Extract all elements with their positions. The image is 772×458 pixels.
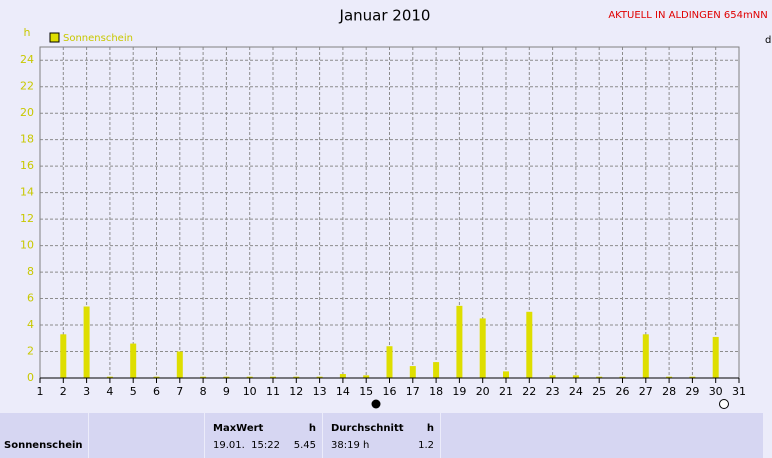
y-tick-label: 4 <box>27 318 34 331</box>
bar <box>60 334 67 378</box>
x-tick-label: 13 <box>313 385 327 398</box>
x-tick-label: 20 <box>476 385 490 398</box>
y-tick-label: 14 <box>20 186 34 199</box>
table-cell <box>0 413 88 458</box>
max-value: 5.45 <box>294 440 316 451</box>
bar <box>316 376 323 378</box>
x-tick-label: 9 <box>223 385 230 398</box>
column-header: MaxWert <box>213 423 264 434</box>
row-label: Sonnenschein <box>4 440 83 451</box>
x-tick-label: 29 <box>685 385 699 398</box>
bar <box>526 311 533 378</box>
new-moon-icon <box>371 399 381 409</box>
bar <box>176 351 183 378</box>
x-tick-label: 25 <box>592 385 606 398</box>
x-tick-label: 2 <box>60 385 67 398</box>
bar <box>339 374 346 378</box>
x-tick-label: 23 <box>546 385 560 398</box>
bar <box>130 343 137 378</box>
y-tick-label: 12 <box>20 212 34 225</box>
x-tick-label: 30 <box>709 385 723 398</box>
y-axis-label: h <box>24 26 31 39</box>
column-header: Durchschnitt <box>331 423 404 434</box>
x-tick-label: 31 <box>732 385 746 398</box>
bar <box>223 376 230 378</box>
bar <box>549 375 556 378</box>
legend-swatch <box>49 32 60 43</box>
bar <box>246 376 253 378</box>
bar <box>153 376 160 378</box>
bar <box>503 371 509 378</box>
bar <box>479 318 486 378</box>
x-tick-label: 6 <box>153 385 160 398</box>
annotation: AKTUELL IN ALDINGEN 654mNN <box>608 10 767 21</box>
unit: h <box>427 423 434 434</box>
x-tick-label: 18 <box>429 385 443 398</box>
x-tick-label: 5 <box>130 385 137 398</box>
y2-axis-label: d <box>765 35 771 46</box>
y-tick-label: 22 <box>20 80 34 93</box>
bar <box>619 376 626 378</box>
x-tick-label: 14 <box>336 385 350 398</box>
bar <box>106 376 113 378</box>
table-cell <box>89 413 204 458</box>
x-tick-label: 12 <box>289 385 303 398</box>
full-moon-icon <box>719 399 729 409</box>
x-tick-label: 17 <box>406 385 420 398</box>
bar <box>363 375 370 378</box>
x-tick-label: 7 <box>176 385 183 398</box>
y-tick-label: 24 <box>20 53 34 66</box>
x-tick-label: 1 <box>37 385 44 398</box>
bar <box>666 376 673 378</box>
table-cell <box>441 413 763 458</box>
x-tick-label: 27 <box>639 385 653 398</box>
avg-value: 1.2 <box>418 440 434 451</box>
x-tick-label: 26 <box>616 385 630 398</box>
x-tick-label: 3 <box>83 385 90 398</box>
bar <box>456 305 463 378</box>
bar <box>409 366 416 378</box>
chart-title: Januar 2010 <box>339 7 431 25</box>
max-time: 19.01. 15:22 <box>213 440 280 451</box>
x-tick-label: 11 <box>266 385 280 398</box>
bar <box>83 306 90 378</box>
y-tick-label: 0 <box>27 371 34 384</box>
x-tick-label: 4 <box>106 385 113 398</box>
x-tick-label: 21 <box>499 385 513 398</box>
x-tick-label: 22 <box>522 385 536 398</box>
y-tick-label: 18 <box>20 133 34 146</box>
bar <box>712 336 719 378</box>
y-tick-label: 2 <box>27 345 34 358</box>
x-tick-label: 16 <box>383 385 397 398</box>
x-tick-label: 15 <box>359 385 373 398</box>
y-tick-label: 20 <box>20 106 34 119</box>
bar <box>642 334 649 378</box>
unit: h <box>309 423 316 434</box>
x-tick-label: 10 <box>243 385 257 398</box>
x-tick-label: 28 <box>662 385 676 398</box>
bar <box>596 376 603 378</box>
table-cell <box>205 413 322 458</box>
total: 38:19 h <box>331 440 369 451</box>
bar <box>200 376 207 378</box>
y-tick-label: 10 <box>20 239 34 252</box>
bar <box>572 375 579 378</box>
bar <box>689 376 696 378</box>
bar <box>293 376 300 378</box>
x-tick-label: 24 <box>569 385 583 398</box>
x-tick-label: 8 <box>200 385 207 398</box>
bar <box>433 362 440 378</box>
y-tick-label: 16 <box>20 159 34 172</box>
table-cell <box>323 413 440 458</box>
legend-label: Sonnenschein <box>63 33 133 44</box>
bar <box>386 346 393 378</box>
y-tick-label: 6 <box>27 292 34 305</box>
bar <box>270 376 276 378</box>
x-tick-label: 19 <box>452 385 466 398</box>
y-tick-label: 8 <box>27 265 34 278</box>
